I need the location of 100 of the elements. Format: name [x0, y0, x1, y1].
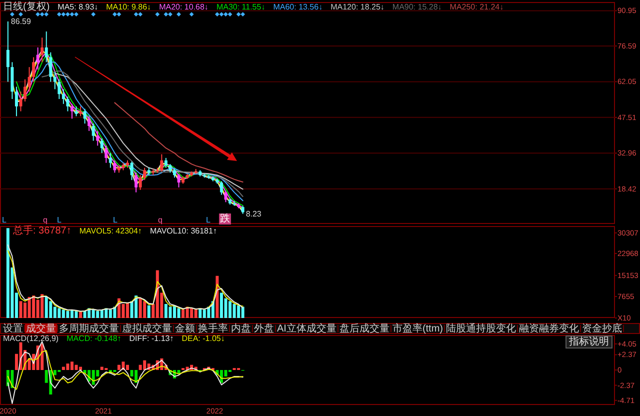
bar	[40, 294, 44, 318]
annotation: 指标说明	[568, 336, 609, 348]
bar	[32, 296, 36, 318]
bar	[66, 310, 70, 318]
candlestick	[220, 180, 223, 196]
candlestick	[164, 157, 168, 168]
bar	[202, 310, 206, 318]
text: 成交量	[26, 322, 56, 334]
bar	[168, 306, 172, 318]
candlestick	[104, 145, 108, 164]
candlestick	[160, 154, 164, 172]
bar	[190, 308, 194, 318]
bar	[241, 306, 244, 318]
bar	[147, 305, 150, 318]
bar	[100, 310, 104, 318]
text: 金额	[175, 322, 195, 334]
bar	[79, 312, 82, 318]
candlestick	[88, 116, 91, 132]
text: 内盘	[231, 322, 251, 334]
candlestick	[49, 52, 52, 82]
candlestick	[100, 138, 104, 154]
candlestick	[32, 56, 36, 82]
candlestick	[53, 71, 56, 90]
bar	[100, 366, 104, 370]
text: 外盘	[254, 322, 274, 334]
bar	[117, 364, 120, 370]
text: AI立体成交量	[277, 322, 336, 334]
bar	[6, 228, 10, 318]
text: MA5: 8.93↓	[58, 2, 98, 12]
candlestick	[19, 91, 22, 112]
candlestick	[224, 190, 228, 203]
bar	[143, 301, 146, 318]
text: MA20: 10.68↓	[159, 2, 208, 12]
candlestick	[66, 96, 70, 112]
bar	[49, 301, 52, 318]
candlestick	[36, 46, 40, 70]
line-series	[7, 341, 244, 404]
candlestick	[143, 167, 146, 181]
bar	[164, 304, 168, 318]
candlestick	[40, 37, 44, 63]
candlestick	[130, 161, 134, 181]
bar	[134, 370, 138, 383]
candlestick	[28, 66, 31, 92]
annotation: q	[43, 216, 48, 224]
bar	[220, 292, 223, 318]
annotation: L	[57, 216, 62, 224]
bar	[62, 310, 65, 318]
candlestick	[92, 123, 95, 142]
text: MA10: 9.86↓	[106, 2, 152, 12]
bar	[92, 370, 95, 385]
text: DEA: -1.05↓	[182, 334, 225, 343]
bar	[62, 366, 65, 370]
bar	[92, 310, 95, 318]
text: MA90: 15.28↓	[392, 2, 442, 12]
text: 资金抄底	[582, 322, 622, 334]
candlestick	[6, 20, 10, 82]
text: 盘后成交量	[339, 322, 390, 334]
bar	[96, 310, 100, 318]
candlestick	[113, 160, 116, 174]
bar	[74, 310, 78, 318]
chart-title: MACD(12,26,9)	[3, 334, 59, 343]
text: 换手率	[198, 322, 228, 334]
chart-title: 日线(复权)	[3, 0, 50, 12]
bar	[28, 296, 31, 318]
text: MACD: -0.148↑	[66, 334, 122, 343]
text: 设置	[3, 322, 23, 334]
candlestick	[70, 103, 74, 120]
annotation: q	[158, 216, 162, 224]
bar	[194, 310, 198, 318]
candlestick	[83, 108, 86, 124]
annotation: 跌	[220, 212, 230, 224]
text: DIFF: -1.13↑	[129, 334, 174, 343]
bar	[237, 305, 240, 318]
candlestick	[108, 152, 112, 168]
candlestick	[58, 78, 61, 100]
annotation: L	[206, 216, 211, 224]
text: 多周期成交量	[59, 322, 119, 334]
line-series	[114, 102, 244, 183]
bar	[66, 364, 70, 370]
text: MAVOL5: 42304↑	[79, 226, 142, 236]
text: MA60: 13.56↓	[273, 2, 323, 12]
bar	[58, 308, 61, 318]
text: 陆股通持股变化	[446, 322, 516, 334]
annotation: L	[2, 216, 7, 224]
bar	[83, 310, 86, 318]
text: MA30: 11.55↓	[216, 2, 266, 12]
bar	[182, 310, 185, 318]
text: 虚拟成交量	[122, 322, 172, 334]
text: 融资融券变化	[519, 322, 579, 334]
bar	[108, 310, 112, 318]
bar	[134, 296, 138, 318]
candlestick	[138, 174, 142, 190]
candlestick	[134, 172, 138, 193]
line-series	[7, 350, 244, 390]
bar	[138, 298, 142, 318]
series-label: 总手: 36787↑	[12, 224, 72, 236]
text: MA120: 18.25↓	[330, 2, 384, 12]
candlestick	[24, 78, 27, 102]
annotation: 86.59	[10, 16, 32, 26]
bar	[177, 308, 180, 318]
